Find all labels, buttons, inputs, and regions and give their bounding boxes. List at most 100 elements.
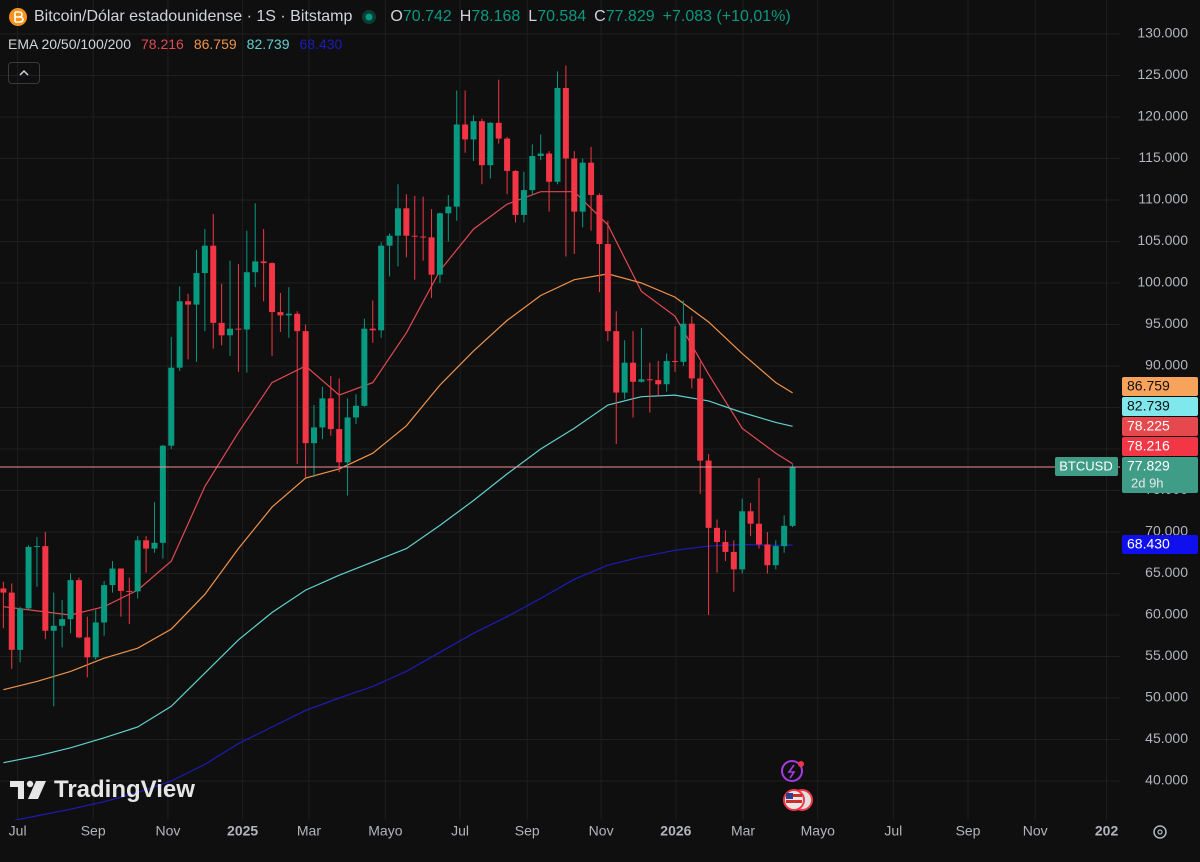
- x-tick-label: Jul: [9, 823, 27, 839]
- candle-body: [327, 398, 334, 430]
- candle-body: [67, 580, 74, 620]
- candle-body: [252, 261, 259, 273]
- ema-values: 78.216 86.759 82.739 68.430: [131, 36, 342, 52]
- tv-logo: [10, 780, 46, 799]
- candle-body: [25, 546, 32, 609]
- symbol-header: Bitcoin/Dólar estadounidense · 1S · Bits…: [8, 6, 791, 28]
- price-tag: [1122, 377, 1198, 397]
- ema-line: [12, 543, 793, 820]
- ema-value: 78.216: [141, 36, 184, 52]
- y-tick-label: 55.000: [1145, 647, 1188, 663]
- candle-body: [755, 523, 762, 545]
- plot-area: [0, 65, 796, 820]
- chevron: [19, 69, 29, 76]
- candle-body: [428, 237, 435, 275]
- price-tag: [1122, 535, 1198, 555]
- candle-body: [697, 378, 704, 461]
- ohlc-key: C: [594, 8, 606, 25]
- y-tick-label: 90.000: [1145, 357, 1188, 373]
- candle-body: [336, 429, 343, 463]
- flag-canton: [786, 793, 793, 799]
- candle-body: [436, 213, 443, 275]
- candle-body: [0, 588, 7, 593]
- candle-body: [42, 546, 49, 631]
- candle-body: [747, 511, 754, 524]
- price-tag-label: 68.430: [1127, 536, 1170, 552]
- candle-body: [134, 540, 141, 592]
- candle-body: [462, 124, 469, 140]
- ohlc-key: L: [528, 8, 538, 25]
- candle-body: [59, 619, 66, 626]
- y-tick-label: 100.000: [1137, 274, 1188, 290]
- ema-line: [3, 273, 793, 691]
- y-tick-label: 110.000: [1138, 191, 1188, 207]
- candle-body: [8, 592, 15, 650]
- candle-body: [277, 312, 284, 316]
- candle-body: [126, 590, 133, 592]
- x-tick-label: Jul: [884, 823, 902, 839]
- candle-body: [470, 121, 477, 140]
- candle-body: [739, 511, 746, 570]
- candle-body: [109, 568, 116, 586]
- candle-body: [243, 272, 250, 330]
- btc-icon: [9, 8, 27, 26]
- candle-body: [621, 362, 628, 393]
- candle-body: [537, 153, 544, 157]
- y-tick-label: 105.000: [1137, 232, 1188, 248]
- candle-body: [369, 328, 376, 331]
- candle-body: [319, 398, 326, 428]
- candle-body: [101, 585, 108, 623]
- candle-body: [302, 331, 309, 444]
- candle-body: [92, 622, 99, 658]
- price-tag-label: 77.829: [1127, 458, 1170, 474]
- y-tick-label: 130.000: [1137, 25, 1188, 41]
- candle-body: [185, 301, 192, 305]
- ema-legend: EMA 20/50/100/200 78.216 86.759 82.739 68.43…: [8, 36, 342, 52]
- x-tick-label: Nov: [155, 823, 180, 839]
- candle-body: [50, 625, 57, 631]
- candle-body: [604, 244, 611, 332]
- collapse-button[interactable]: [8, 62, 40, 84]
- candle-body: [495, 122, 502, 139]
- candle-body: [411, 235, 418, 237]
- candle-body: [789, 467, 796, 526]
- y-tick-label: 115.000: [1138, 149, 1188, 165]
- change: +7.083 (+10,01%): [662, 8, 791, 25]
- candle-body: [722, 541, 729, 552]
- candle-body: [680, 323, 687, 362]
- candle-body: [117, 568, 124, 591]
- market-status: [362, 10, 377, 24]
- y-tick-label: 45.000: [1145, 730, 1188, 746]
- candle-body: [663, 361, 670, 385]
- event-icon[interactable]: [781, 760, 803, 782]
- candle-body: [210, 245, 217, 323]
- y-tick-label: 50.000: [1145, 689, 1188, 705]
- symbol-title: Bitcoin/Dólar estadounidense · 1S · Bits…: [34, 8, 353, 25]
- price-tag-label: 78.225: [1127, 418, 1170, 434]
- candle-body: [562, 87, 569, 159]
- settings-icon[interactable]: [1153, 825, 1167, 839]
- x-tick-label: Mayo: [801, 823, 835, 839]
- ema-value: 68.430: [299, 36, 343, 52]
- candle-body: [420, 236, 427, 238]
- candle-body: [504, 138, 511, 171]
- candle-body: [285, 313, 292, 316]
- candle-body: [260, 261, 267, 264]
- candle-body: [714, 527, 721, 542]
- x-tick-label: Mar: [731, 823, 755, 839]
- candle-body: [352, 405, 359, 418]
- x-tick-label: 202: [1095, 823, 1119, 839]
- candle-body: [546, 153, 553, 182]
- y-tick-label: 125.000: [1137, 66, 1188, 82]
- event-icon-bolt: [787, 764, 796, 779]
- candle-body: [235, 328, 242, 330]
- candle-body: [579, 162, 586, 212]
- candle-body: [151, 542, 158, 549]
- candle-body: [672, 361, 679, 363]
- candle-body: [311, 427, 318, 444]
- ohlc-key: O: [390, 8, 403, 25]
- y-tick-label: 70.000: [1145, 523, 1188, 539]
- settings-icon-core: [1157, 829, 1163, 835]
- candle-body: [201, 245, 208, 274]
